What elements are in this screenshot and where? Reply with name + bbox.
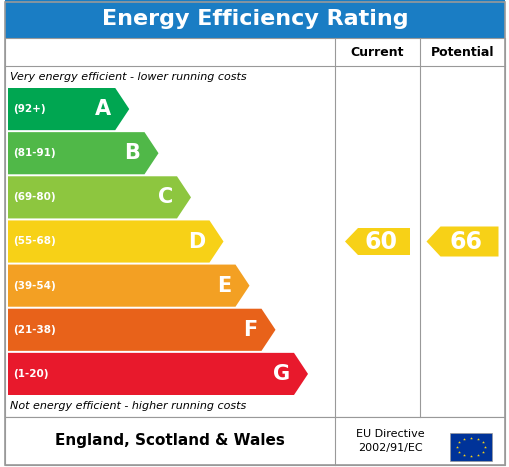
Bar	[450, 433, 492, 461]
Bar	[5, 38, 505, 417]
Polygon shape	[8, 132, 158, 174]
Text: B: B	[125, 143, 140, 163]
Polygon shape	[8, 88, 129, 130]
Text: E: E	[217, 276, 232, 296]
Text: G: G	[273, 364, 290, 384]
Text: Energy Efficiency Rating: Energy Efficiency Rating	[102, 9, 408, 29]
Text: F: F	[243, 320, 258, 340]
Text: A: A	[95, 99, 111, 119]
Polygon shape	[345, 228, 410, 255]
Text: (1-20): (1-20)	[13, 369, 48, 379]
Text: (21-38): (21-38)	[13, 325, 56, 335]
Text: EU Directive: EU Directive	[356, 429, 425, 439]
Text: Current: Current	[351, 45, 404, 58]
Text: D: D	[188, 232, 206, 252]
Bar	[5, 417, 505, 465]
Text: England, Scotland & Wales: England, Scotland & Wales	[55, 433, 285, 448]
Text: Very energy efficient - lower running costs: Very energy efficient - lower running co…	[10, 72, 247, 82]
Text: (92+): (92+)	[13, 104, 46, 114]
Polygon shape	[8, 353, 308, 395]
Text: Not energy efficient - higher running costs: Not energy efficient - higher running co…	[10, 401, 246, 411]
Polygon shape	[8, 265, 249, 307]
Text: (39-54): (39-54)	[13, 281, 56, 290]
Text: (81-91): (81-91)	[13, 148, 55, 158]
Text: 66: 66	[449, 229, 483, 254]
Text: C: C	[158, 187, 173, 207]
Polygon shape	[427, 226, 498, 256]
Polygon shape	[8, 309, 275, 351]
Text: Potential: Potential	[431, 45, 494, 58]
Bar	[5, 0, 505, 38]
Polygon shape	[8, 220, 223, 262]
Text: 2002/91/EC: 2002/91/EC	[358, 443, 422, 453]
Text: 60: 60	[364, 229, 397, 254]
Text: (55-68): (55-68)	[13, 236, 56, 247]
Text: (69-80): (69-80)	[13, 192, 55, 202]
Polygon shape	[8, 176, 191, 219]
